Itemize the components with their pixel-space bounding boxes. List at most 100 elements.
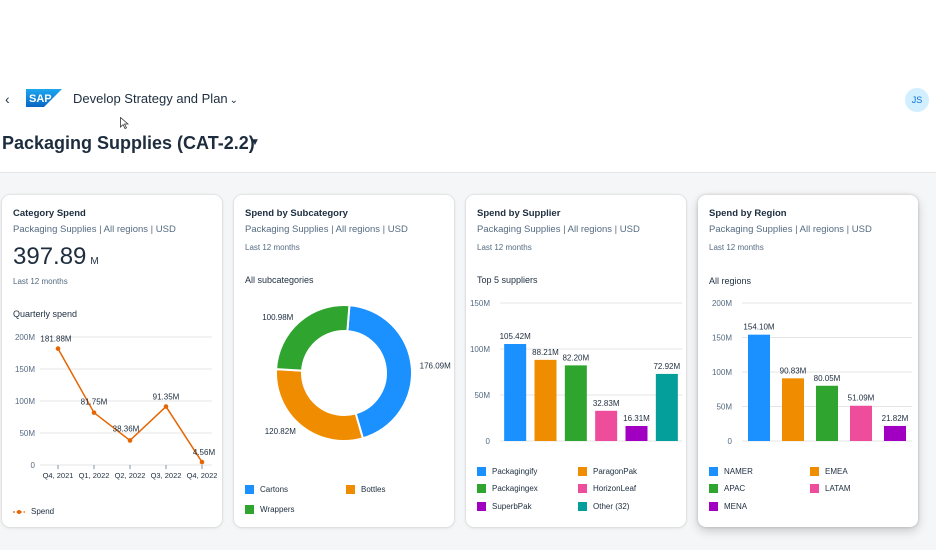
donut-slice — [346, 304, 413, 440]
data-label: 16.31M — [623, 414, 650, 423]
y-tick-label: 200M — [15, 333, 35, 342]
avatar[interactable]: JS — [905, 88, 929, 112]
data-point — [163, 404, 169, 409]
data-label: 100.98M — [262, 313, 293, 322]
data-point — [199, 459, 205, 465]
legend-swatch — [578, 467, 587, 476]
data-point — [55, 346, 61, 351]
series-line-spend — [57, 348, 203, 463]
app-title-menu[interactable]: Develop Strategy and Plan ⌄ — [73, 91, 238, 106]
y-tick-label: 100M — [470, 345, 490, 354]
legend-label: HorizonLeaf — [593, 484, 637, 493]
legend-label: APAC — [724, 484, 746, 493]
app-title: Develop Strategy and Plan — [73, 91, 228, 106]
card-title: Category Spend — [13, 208, 86, 219]
card-subtitle: Packaging Supplies | All regions | USD — [477, 224, 640, 235]
line-marker-icon — [13, 509, 25, 514]
bar-emea — [782, 378, 804, 441]
y-tick-label: 0 — [31, 461, 36, 470]
title-dropdown-icon[interactable]: ▼ — [250, 137, 260, 148]
legend-label: LATAM — [825, 484, 851, 493]
page-header: ‹ SAP Develop Strategy and Plan ⌄ JS Pack… — [0, 55, 936, 173]
legend-item-mena[interactable]: MENA — [709, 502, 747, 511]
region-spend-card[interactable]: Spend by Region Packaging Supplies | All… — [698, 195, 918, 527]
mouse-pointer-icon — [120, 117, 129, 129]
supplier-spend-card[interactable]: Spend by Supplier Packaging Supplies | A… — [466, 195, 686, 527]
legend-item-emea[interactable]: EMEA — [810, 467, 848, 476]
card-period: Last 12 months — [709, 243, 764, 252]
donut-slice — [275, 304, 351, 372]
legend-item-superbpak[interactable]: SuperbPak — [477, 502, 532, 511]
legend-swatch — [709, 467, 718, 476]
kpi-number: 397.89 — [13, 243, 87, 270]
y-tick-label: 100M — [712, 368, 732, 377]
bar-horizonleaf — [595, 410, 618, 441]
subcategory-spend-card[interactable]: Spend by Subcategory Packaging Supplies … — [234, 195, 454, 527]
y-tick-label: 50M — [19, 429, 35, 438]
x-tick-label: Q4, 2022 — [187, 471, 218, 480]
data-label: 82.20M — [562, 353, 589, 362]
bar-apac — [816, 385, 838, 441]
data-label: 32.83M — [593, 399, 620, 408]
category-spend-card[interactable]: Category Spend Packaging Supplies | All … — [2, 195, 222, 527]
x-tick-label: Q1, 2022 — [79, 471, 110, 480]
data-label: 120.82M — [265, 427, 296, 436]
data-label: 80.05M — [814, 374, 841, 383]
card-subtitle: Packaging Supplies | All regions | USD — [709, 224, 872, 235]
back-button[interactable]: ‹ — [5, 91, 10, 107]
bar-other-32- — [655, 373, 678, 441]
data-label: 88.21M — [532, 348, 559, 357]
bar-packagingex — [564, 365, 587, 441]
bar-namer — [748, 334, 770, 441]
y-tick-label: 50M — [716, 403, 732, 412]
legend-item-bottles[interactable]: Bottles — [346, 485, 385, 494]
legend-item-latam[interactable]: LATAM — [810, 484, 850, 493]
card-period: Last 12 months — [477, 243, 532, 252]
legend-item-apac[interactable]: APAC — [709, 484, 745, 493]
legend-label: Packagingify — [492, 467, 538, 476]
legend-item-paragonpak[interactable]: ParagonPak — [578, 467, 637, 476]
legend-swatch — [709, 502, 718, 511]
legend-label: Packagingex — [492, 484, 538, 493]
legend-label: EMEA — [825, 467, 848, 476]
legend-label: Bottles — [361, 485, 386, 494]
card-title: Spend by Subcategory — [245, 208, 348, 219]
legend-swatch — [578, 484, 587, 493]
legend-item-packagingify[interactable]: Packagingify — [477, 467, 537, 476]
sap-logo: SAP — [26, 89, 62, 107]
data-point — [91, 410, 97, 415]
legend-item-horizonleaf[interactable]: HorizonLeaf — [578, 484, 636, 493]
legend-item-wrappers[interactable]: Wrappers — [245, 505, 295, 514]
data-point — [127, 438, 133, 443]
chevron-down-icon: ⌄ — [229, 95, 239, 106]
legend-item-other[interactable]: Other (32) — [578, 502, 629, 511]
legend-swatch — [477, 484, 486, 493]
y-tick-label: 0 — [728, 437, 733, 446]
x-tick-label: Q3, 2022 — [151, 471, 182, 480]
app-shell: ‹ SAP Develop Strategy and Plan ⌄ JS Pack… — [0, 55, 936, 550]
y-tick-label: 0 — [486, 437, 491, 446]
data-label: 105.42M — [500, 332, 531, 341]
data-label: 154.10M — [743, 323, 774, 332]
y-tick-label: 50M — [474, 391, 490, 400]
card-period: Last 12 months — [13, 277, 68, 286]
legend-label: SuperbPak — [492, 502, 532, 511]
data-label: 181.88M — [40, 335, 71, 344]
card-title: Spend by Supplier — [477, 208, 561, 219]
legend-swatch — [245, 485, 254, 494]
data-label: 51.09M — [848, 394, 875, 403]
legend-item-spend[interactable]: Spend — [13, 507, 54, 516]
legend-item-cartons[interactable]: Cartons — [245, 485, 288, 494]
data-label: 72.92M — [653, 362, 680, 371]
legend-item-namer[interactable]: NAMER — [709, 467, 753, 476]
bar-packagingify — [504, 344, 527, 441]
bar-mena — [884, 425, 906, 441]
x-tick-label: Q4, 2021 — [43, 471, 74, 480]
chart-section-title: All regions — [709, 276, 752, 286]
y-tick-label: 150M — [470, 299, 490, 308]
legend-swatch — [477, 502, 486, 511]
subcategory-donut-chart: 176.09M 120.82M 100.98M — [262, 304, 451, 442]
legend-item-packagingex[interactable]: Packagingex — [477, 484, 538, 493]
sap-logo-text: SAP — [29, 93, 52, 105]
